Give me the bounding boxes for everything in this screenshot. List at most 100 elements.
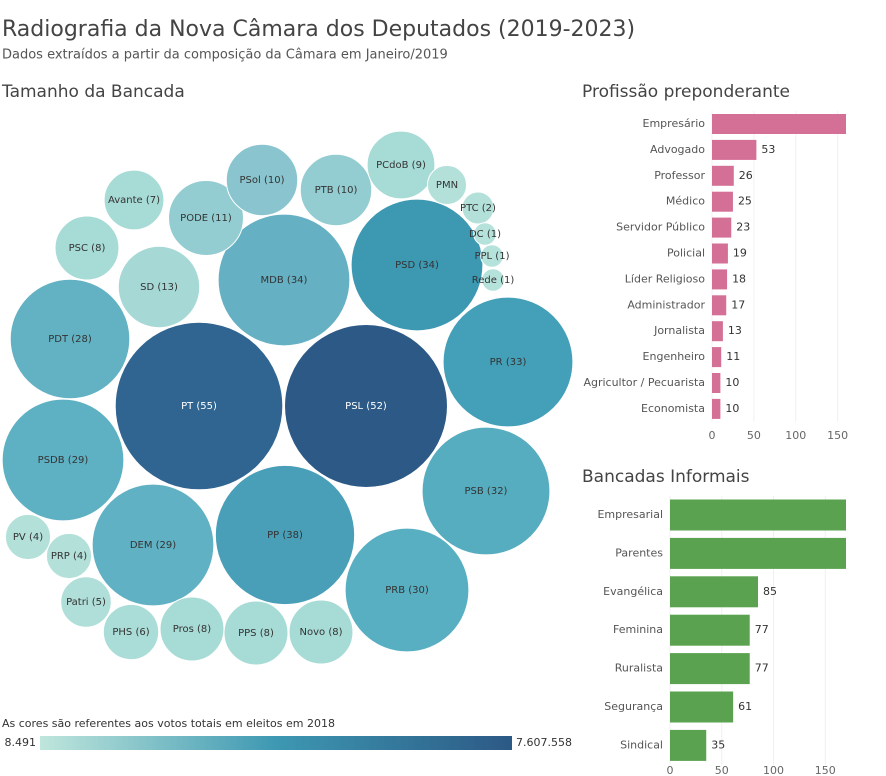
bar [670, 537, 846, 569]
bubble [1, 398, 125, 522]
bubble [60, 576, 112, 628]
bubble [350, 198, 484, 332]
bar [712, 191, 733, 212]
category-label: Ruralista [615, 662, 663, 675]
category-label: Sindical [620, 738, 663, 751]
bar [670, 729, 707, 761]
value-label: 10 [725, 402, 739, 415]
bubble [54, 215, 120, 281]
bar [712, 243, 728, 264]
value-label: 13 [728, 324, 742, 337]
x-tick-label: 50 [715, 764, 729, 776]
x-tick-label: 150 [815, 764, 836, 776]
category-label: Professor [654, 169, 705, 182]
bar [712, 114, 846, 134]
category-label: Policial [667, 247, 705, 260]
bubble [9, 278, 131, 400]
x-tick-label: 150 [827, 429, 848, 442]
category-label: Engenheiro [643, 350, 706, 363]
value-label: 26 [739, 169, 753, 182]
bubble [421, 426, 551, 556]
bubble-label: PT (55) [181, 401, 217, 412]
bar [712, 295, 727, 316]
bubble-label: PSD (34) [395, 260, 439, 271]
bubble-label: PDT (28) [48, 334, 92, 345]
bubble-label: PPS (8) [238, 628, 274, 639]
bubble [45, 532, 93, 580]
legend-max: 7.607.558 [516, 736, 572, 749]
bar [670, 653, 750, 685]
legend-min: 8.491 [5, 736, 37, 749]
bar [712, 217, 732, 238]
bubble-label: MDB (34) [261, 275, 308, 286]
section-title: Tamanho da Bancada [1, 82, 185, 102]
value-label: 23 [736, 221, 750, 234]
category-label: Agricultor / Pecuarista [583, 376, 705, 389]
category-label: Jornalista [653, 324, 705, 337]
value-label: 17 [731, 298, 745, 311]
bubble [91, 483, 215, 607]
value-label: 10 [725, 376, 739, 389]
bar [712, 398, 721, 419]
bubble-label: PPL (1) [475, 251, 510, 262]
value-label: 77 [755, 662, 769, 675]
bubble [217, 213, 351, 347]
bubble-label: PV (4) [13, 532, 43, 543]
bubble-label: DEM (29) [130, 540, 176, 551]
bubble [284, 324, 448, 488]
page-title: Radiografia da Nova Câmara dos Deputados… [2, 17, 635, 42]
bubble-label: PTC (2) [460, 203, 496, 214]
bubble-label: Novo (8) [300, 627, 343, 638]
bubble-label: PSB (32) [465, 486, 508, 497]
value-label: 61 [738, 700, 752, 713]
value-label: 77 [755, 623, 769, 636]
x-tick-label: 0 [667, 764, 674, 776]
bubble-label: PSL (52) [345, 401, 387, 412]
bubble [366, 130, 436, 200]
bubble [299, 153, 373, 227]
bar [712, 139, 757, 160]
bubble-label: Patri (5) [66, 597, 106, 608]
value-label: 85 [763, 585, 777, 598]
bar [670, 576, 758, 608]
x-tick-label: 100 [763, 764, 784, 776]
bar [670, 614, 750, 646]
bubble [481, 268, 505, 292]
category-label: Médico [666, 195, 705, 208]
bar [712, 347, 722, 368]
bubble [344, 527, 470, 653]
category-label: Administrador [627, 298, 705, 311]
bar [712, 321, 723, 342]
bubble-label: SD (13) [140, 282, 178, 293]
category-label: Líder Religioso [625, 272, 705, 285]
section-title: Bancadas Informais [582, 467, 750, 487]
bubble-label: PR (33) [490, 357, 527, 368]
bubble-label: Avante (7) [108, 195, 160, 206]
bubble-label: PODE (11) [180, 213, 232, 224]
bar [712, 269, 728, 290]
color-scale [40, 736, 512, 750]
bubble-label: PCdoB (9) [376, 160, 426, 171]
category-label: Feminina [613, 623, 663, 636]
bar [712, 165, 734, 186]
bubble [103, 169, 165, 231]
x-tick-label: 0 [709, 429, 716, 442]
category-label: Advogado [650, 143, 705, 156]
bubble-label: PTB (10) [315, 185, 358, 196]
page-subtitle: Dados extraídos a partir da composição d… [2, 48, 448, 63]
bubble [225, 143, 299, 217]
bubble-label: PSC (8) [69, 243, 106, 254]
category-label: Servidor Público [616, 221, 705, 234]
category-label: Economista [641, 402, 705, 415]
bar [670, 499, 846, 531]
bubble-label: Rede (1) [472, 275, 515, 286]
value-label: 11 [726, 350, 740, 363]
value-label: 19 [733, 247, 747, 260]
bubble [473, 222, 497, 246]
bar [712, 373, 721, 393]
bubble [480, 244, 504, 268]
bubble [168, 180, 244, 256]
category-label: Evangélica [603, 585, 663, 598]
category-label: Empresário [643, 117, 706, 130]
